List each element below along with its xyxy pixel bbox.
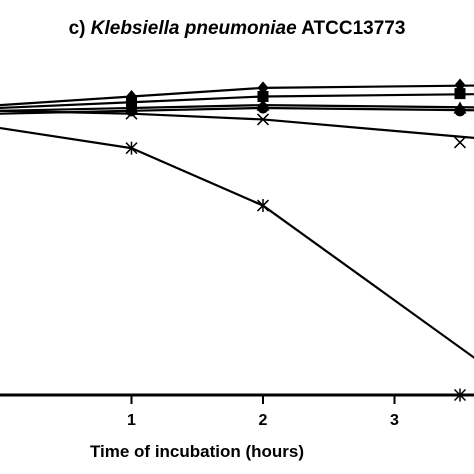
chart-title-organism: Klebsiella pneumoniae bbox=[90, 18, 297, 39]
square-marker bbox=[257, 90, 269, 102]
x-marker bbox=[256, 113, 270, 126]
x-marker bbox=[125, 107, 138, 120]
circle-marker bbox=[126, 105, 137, 117]
series-markers-x bbox=[125, 107, 467, 149]
series-line-x bbox=[0, 109, 474, 139]
x-tick-label: 3 bbox=[390, 412, 399, 429]
chart-title: c) Klebsiella pneumoniae ATCC13773 bbox=[0, 18, 474, 40]
asterisk-marker bbox=[256, 199, 270, 213]
x-marker bbox=[453, 136, 467, 149]
series-line-asterisk bbox=[0, 126, 474, 359]
series-markers-asterisk bbox=[125, 141, 467, 402]
x-tick-label: 1 bbox=[127, 412, 136, 429]
marker-layer bbox=[125, 78, 467, 402]
asterisk-marker bbox=[453, 388, 467, 402]
chart-title-strain: ATCC13773 bbox=[301, 18, 406, 39]
asterisk-marker bbox=[125, 141, 138, 155]
x-axis-label: Time of incubation (hours) bbox=[90, 442, 304, 461]
x-tick-label: 2 bbox=[259, 412, 268, 429]
circle-marker bbox=[454, 105, 466, 117]
square-marker bbox=[454, 88, 466, 100]
series-layer bbox=[0, 84, 474, 359]
chart-title-prefix: c) bbox=[68, 18, 86, 39]
series-markers-circle bbox=[126, 102, 466, 117]
axes: 1234 bbox=[0, 393, 474, 429]
circle-marker bbox=[257, 102, 269, 114]
